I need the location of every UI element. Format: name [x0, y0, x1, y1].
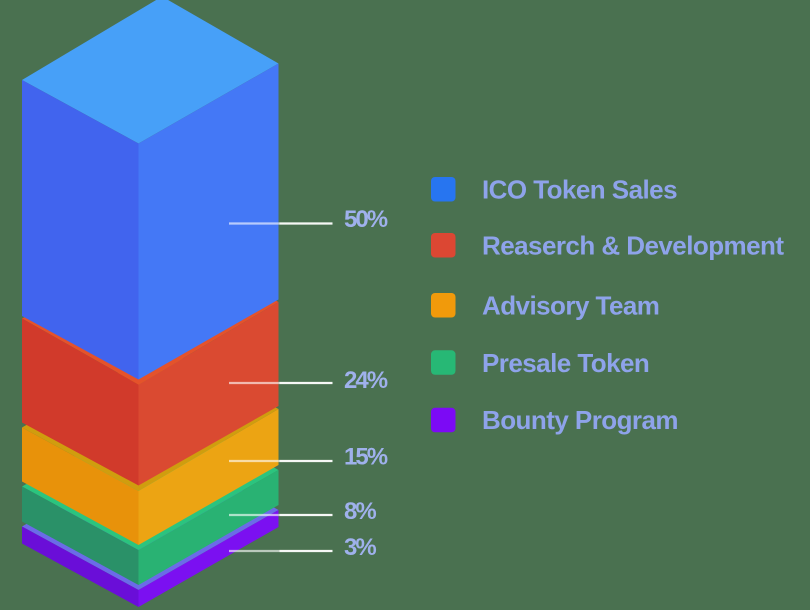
svg-text:ICO Token Sales: ICO Token Sales	[482, 175, 677, 205]
svg-text:Bounty Program: Bounty Program	[482, 405, 678, 435]
svg-text:Reaserch & Development: Reaserch & Development	[482, 231, 784, 261]
svg-text:Advisory Team: Advisory Team	[482, 291, 659, 321]
svg-text:3%: 3%	[344, 534, 376, 561]
svg-text:15%: 15%	[344, 444, 388, 471]
svg-text:24%: 24%	[344, 367, 388, 394]
svg-text:Presale Token: Presale Token	[482, 348, 649, 378]
svg-text:8%: 8%	[344, 498, 376, 525]
svg-text:50%: 50%	[344, 206, 388, 233]
